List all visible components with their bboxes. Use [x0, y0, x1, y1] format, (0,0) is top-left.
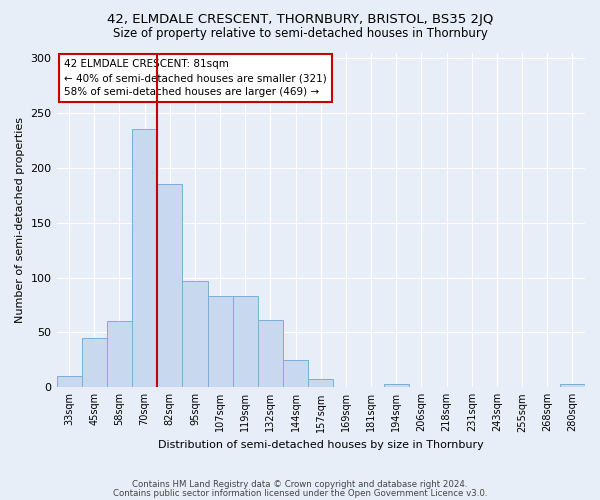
Y-axis label: Number of semi-detached properties: Number of semi-detached properties: [15, 117, 25, 323]
Bar: [157, 184, 182, 388]
Bar: [383, 384, 409, 388]
Text: 42, ELMDALE CRESCENT, THORNBURY, BRISTOL, BS35 2JQ: 42, ELMDALE CRESCENT, THORNBURY, BRISTOL…: [107, 12, 493, 26]
Text: Contains public sector information licensed under the Open Government Licence v3: Contains public sector information licen…: [113, 488, 487, 498]
Bar: [283, 360, 308, 388]
Bar: [132, 130, 157, 388]
Bar: [308, 378, 334, 388]
Bar: [56, 376, 82, 388]
Bar: [258, 320, 283, 388]
Text: Contains HM Land Registry data © Crown copyright and database right 2024.: Contains HM Land Registry data © Crown c…: [132, 480, 468, 489]
Bar: [82, 338, 107, 388]
Text: 42 ELMDALE CRESCENT: 81sqm
← 40% of semi-detached houses are smaller (321)
58% o: 42 ELMDALE CRESCENT: 81sqm ← 40% of semi…: [64, 59, 327, 97]
Bar: [233, 296, 258, 388]
Text: Size of property relative to semi-detached houses in Thornbury: Size of property relative to semi-detach…: [113, 28, 487, 40]
Bar: [560, 384, 585, 388]
Bar: [182, 281, 208, 388]
Bar: [107, 322, 132, 388]
X-axis label: Distribution of semi-detached houses by size in Thornbury: Distribution of semi-detached houses by …: [158, 440, 484, 450]
Bar: [208, 296, 233, 388]
